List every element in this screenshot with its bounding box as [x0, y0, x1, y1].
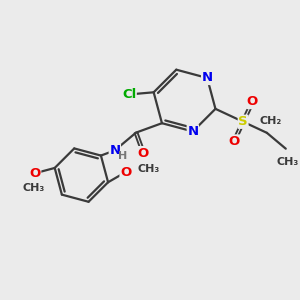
Text: CH₂: CH₂ [259, 116, 281, 125]
Text: N: N [202, 71, 213, 85]
Text: O: O [120, 166, 131, 178]
Text: CH₃: CH₃ [22, 183, 45, 194]
Text: CH₃: CH₃ [138, 164, 160, 174]
Text: O: O [228, 135, 239, 148]
Text: N: N [187, 125, 198, 138]
Text: O: O [138, 147, 149, 160]
Text: N: N [109, 144, 120, 157]
Text: CH₃: CH₃ [276, 157, 298, 167]
Text: S: S [238, 115, 248, 128]
Text: O: O [247, 95, 258, 109]
Text: Cl: Cl [122, 88, 136, 101]
Text: H: H [118, 151, 128, 160]
Text: O: O [29, 167, 41, 180]
